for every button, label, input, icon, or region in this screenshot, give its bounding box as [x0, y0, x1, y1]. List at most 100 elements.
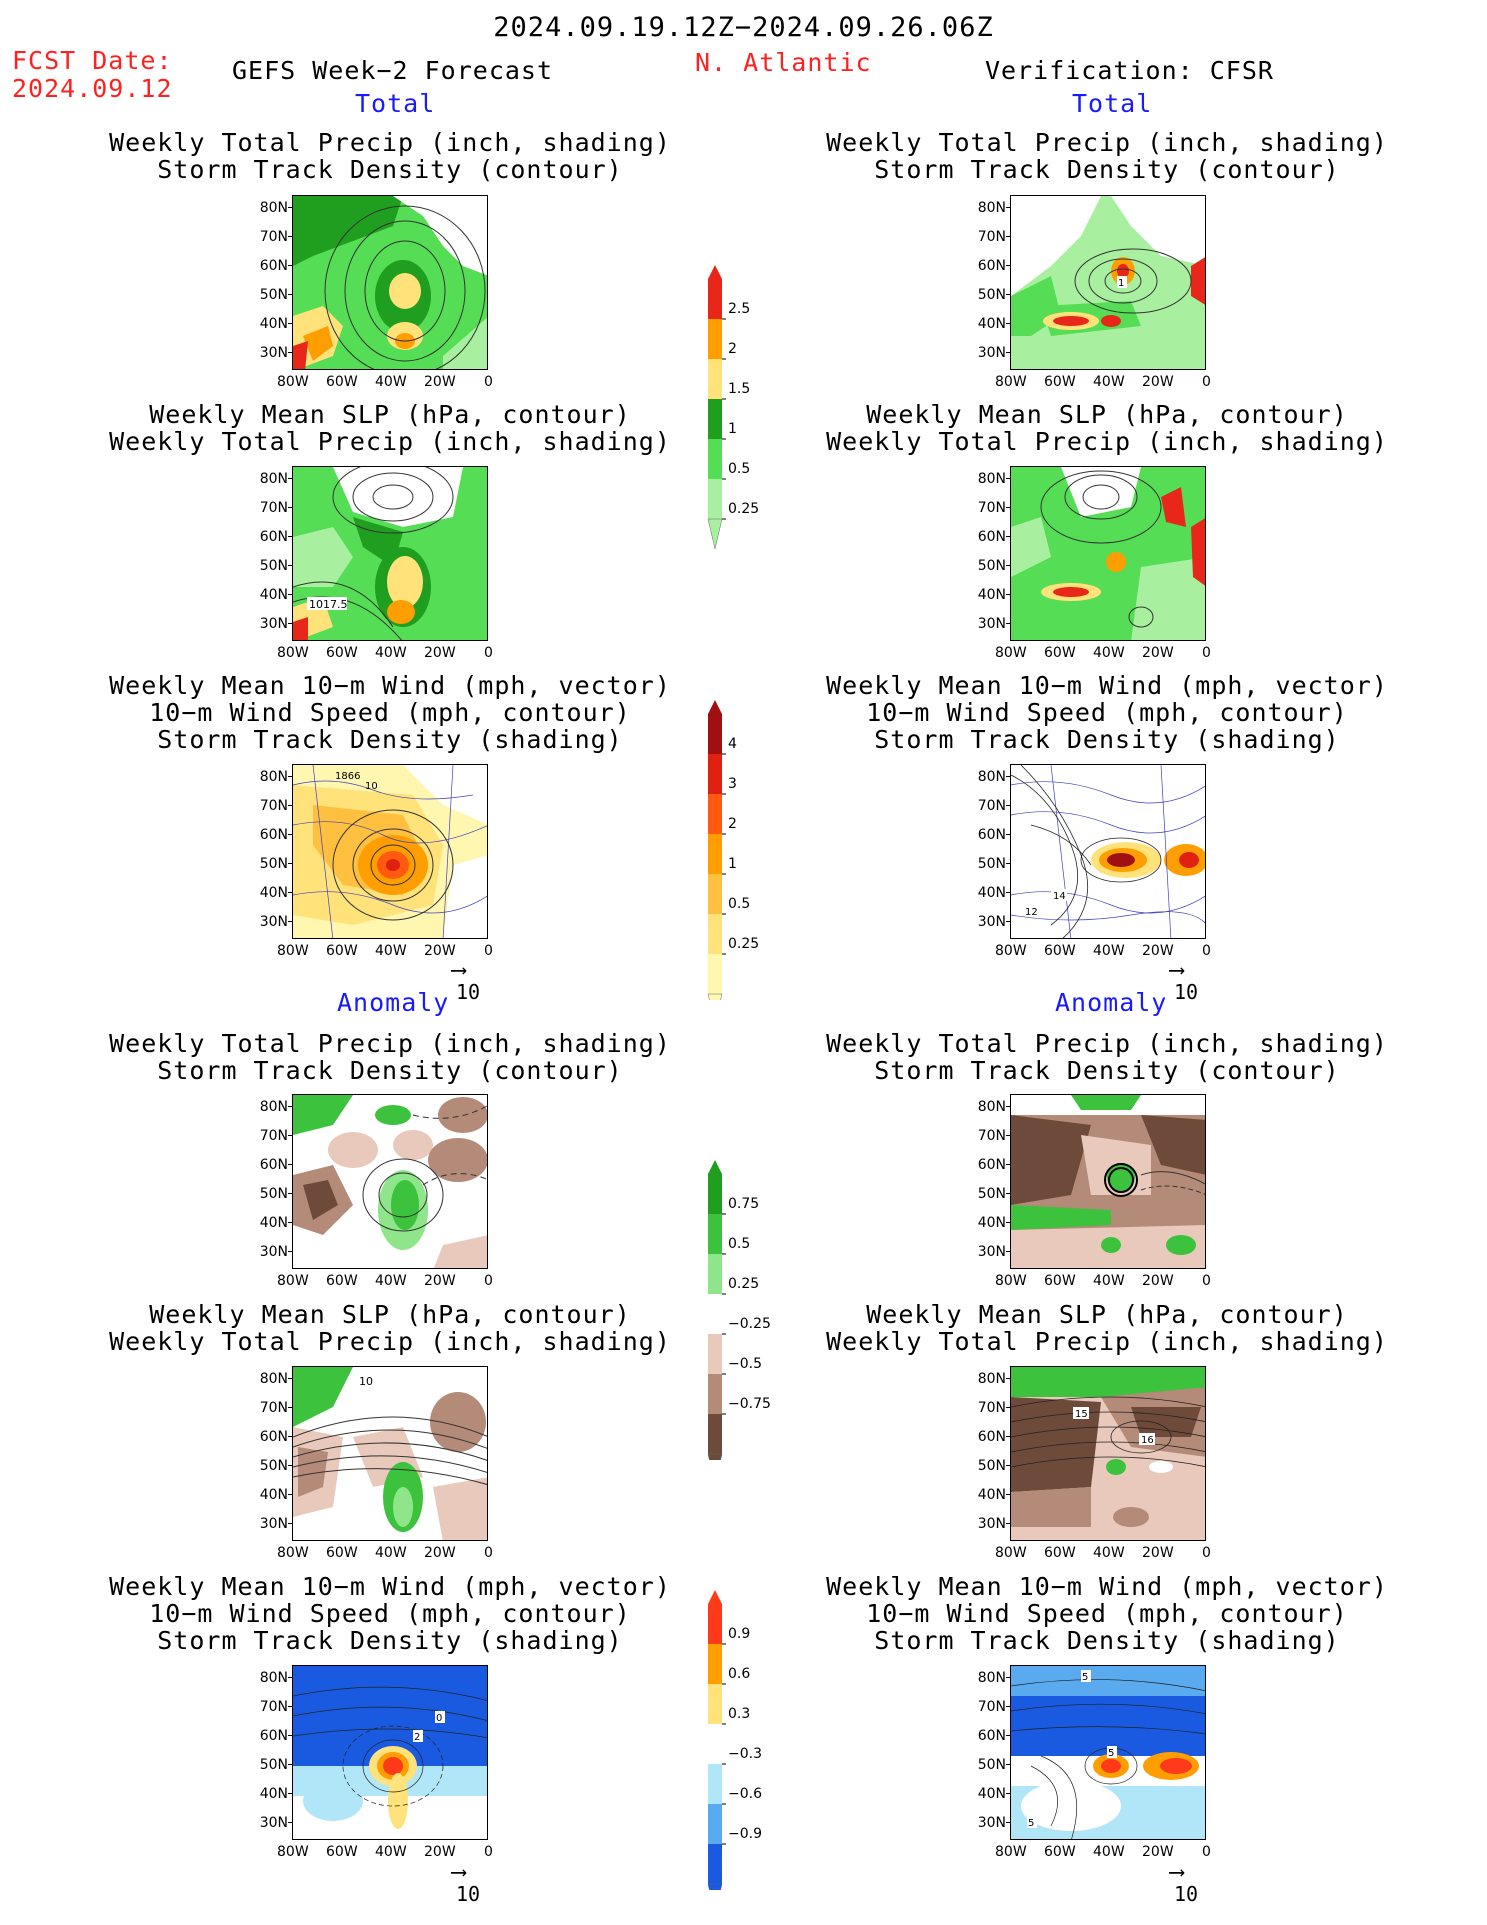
- lon-tick-label: 60W: [1044, 1545, 1076, 1561]
- lon-tick-label: 20W: [1142, 645, 1174, 661]
- lat-tick-label: 70N: [977, 229, 1006, 245]
- fc-anom-slp-title-2: Weekly Total Precip (inch, shading): [109, 1327, 671, 1356]
- colorbar-top-cap: [708, 265, 722, 279]
- region-label: N. Atlantic: [695, 48, 872, 77]
- lat-tick-label: 60N: [259, 1157, 288, 1173]
- colorbar-label: 0.25: [728, 936, 759, 952]
- colorbar-label: 0.6: [728, 1666, 750, 1682]
- obs-total-wind-label-1: 14: [1053, 891, 1066, 902]
- fc-total-vector-arrow: ⟶: [452, 958, 466, 983]
- lat-tick: [1006, 265, 1011, 266]
- lon-tick-label: 0: [1202, 645, 1211, 661]
- lon-tick-label: 0: [1202, 374, 1211, 390]
- lon-tick-label: 20W: [424, 943, 456, 959]
- lon-tick-label: 0: [484, 374, 493, 390]
- lat-tick-label: 30N: [977, 616, 1006, 632]
- lat-tick-label: 80N: [259, 471, 288, 487]
- lat-tick-label: 30N: [259, 1516, 288, 1532]
- lat-tick-label: 80N: [259, 1670, 288, 1686]
- lon-tick-label: 60W: [1044, 374, 1076, 390]
- obs-total-slp-field: [1011, 467, 1205, 640]
- lat-tick-label: 50N: [259, 1186, 288, 1202]
- lon-tick-label: 0: [484, 1844, 493, 1860]
- obs-anom-slp-title-1: Weekly Mean SLP (hPa, contour): [866, 1300, 1348, 1329]
- lon-tick-label: 80W: [995, 645, 1027, 661]
- lat-tick-label: 40N: [259, 885, 288, 901]
- colorbar-segment: [708, 399, 722, 439]
- fc-anom-precip-title-1: Weekly Total Precip (inch, shading): [109, 1029, 671, 1058]
- fc-total-wind-map: 1866 10 80N 70N 60N 50N 40N 30N 80W 60W 40W 20W 0: [240, 764, 540, 964]
- colorbar-total-precip: 2.5 2 1.5 1 0.5 0.25: [707, 265, 759, 550]
- lat-tick-label: 50N: [259, 287, 288, 303]
- colorbar-segment: [708, 1374, 722, 1414]
- lat-tick-label: 70N: [977, 500, 1006, 516]
- colorbar-segment: [708, 479, 722, 519]
- lat-tick: [288, 1764, 293, 1765]
- colorbar-bottom-cap: [707, 1453, 723, 1460]
- obs-total-precip-title-1: Weekly Total Precip (inch, shading): [826, 128, 1388, 157]
- colorbar-bottom-cap: [707, 993, 723, 1000]
- lat-tick: [288, 1106, 293, 1107]
- lon-tick-label: 0: [484, 645, 493, 661]
- lat-tick-label: 40N: [977, 1786, 1006, 1802]
- lat-tick-label: 70N: [259, 1400, 288, 1416]
- lon-tick-label: 0: [1202, 1844, 1211, 1860]
- lat-tick: [1006, 294, 1011, 295]
- lat-tick: [1006, 834, 1011, 835]
- colorbar-label: 2.5: [728, 301, 750, 317]
- obs-total-precip-map: 1 80N 70N 60N 50N 40N 30N 80W 60W 40W 20W 0: [958, 195, 1258, 395]
- colorbar-segment: [708, 1254, 722, 1294]
- lat-tick: [1006, 1106, 1011, 1107]
- lat-tick-label: 40N: [259, 1215, 288, 1231]
- obs-anom-slp-label-2: 16: [1141, 1435, 1154, 1446]
- lat-tick: [1006, 892, 1011, 893]
- lon-tick-label: 0: [484, 943, 493, 959]
- obs-anom-wind-title-2: 10−m Wind Speed (mph, contour): [866, 1599, 1348, 1628]
- obs-anom-wind-label-1: 5: [1082, 1672, 1088, 1683]
- lat-tick-label: 60N: [977, 1429, 1006, 1445]
- lat-tick: [1006, 536, 1011, 537]
- fcst-date-value: 2024.09.12: [12, 74, 173, 103]
- fc-anom-slp-map: 10 80N 70N 60N 50N 40N 30N 80W 60W 40W 20W 0: [240, 1366, 540, 1566]
- fc-anom-precip-title-2: Storm Track Density (contour): [157, 1056, 623, 1085]
- colorbar-label: 0.75: [728, 1196, 759, 1212]
- colorbar-segment: [708, 914, 722, 954]
- lat-tick: [1006, 323, 1011, 324]
- obs-anom-vector-arrow: ⟶: [1170, 1860, 1184, 1885]
- colorbar-bottom-cap: [707, 1883, 723, 1890]
- lat-tick-label: 80N: [259, 769, 288, 785]
- lat-tick-label: 60N: [977, 827, 1006, 843]
- lon-tick-label: 80W: [995, 374, 1027, 390]
- lat-tick: [1006, 1222, 1011, 1223]
- lat-tick: [1006, 352, 1011, 353]
- fc-total-wind-title-1: Weekly Mean 10−m Wind (mph, vector): [109, 671, 671, 700]
- colorbar-segment: [708, 954, 722, 994]
- lat-tick: [288, 1793, 293, 1794]
- lon-tick-label: 0: [1202, 1545, 1211, 1561]
- colorbar-label: −0.6: [728, 1786, 762, 1802]
- obs-anom-slp-label-1: 15: [1075, 1409, 1088, 1420]
- colorbar-segment: [708, 439, 722, 479]
- lat-tick-label: 40N: [977, 1215, 1006, 1231]
- lat-tick: [1006, 1407, 1011, 1408]
- lat-tick-label: 80N: [259, 1099, 288, 1115]
- fc-total-precip-map: 80N 70N 60N 50N 40N 30N 80W 60W 40W 20W 0: [240, 195, 540, 395]
- lat-tick-label: 70N: [977, 1699, 1006, 1715]
- lat-tick-label: 80N: [259, 1371, 288, 1387]
- lat-tick: [1006, 1251, 1011, 1252]
- lat-tick: [288, 594, 293, 595]
- lon-tick-label: 40W: [1093, 1273, 1125, 1289]
- lat-tick-label: 30N: [259, 1244, 288, 1260]
- colorbar-label: 1.5: [728, 381, 750, 397]
- obs-total-slp-title-1: Weekly Mean SLP (hPa, contour): [866, 400, 1348, 429]
- colorbar-label: −0.25: [728, 1316, 771, 1332]
- lat-tick-label: 70N: [259, 1699, 288, 1715]
- lon-tick-label: 40W: [375, 1545, 407, 1561]
- lat-tick-label: 40N: [977, 1487, 1006, 1503]
- colorbar-top-cap: [708, 1160, 722, 1174]
- lat-tick: [288, 805, 293, 806]
- fc-anom-wind-field: 0 2: [293, 1666, 487, 1839]
- lon-tick-label: 20W: [1142, 1844, 1174, 1860]
- lat-tick: [1006, 921, 1011, 922]
- lat-tick: [288, 236, 293, 237]
